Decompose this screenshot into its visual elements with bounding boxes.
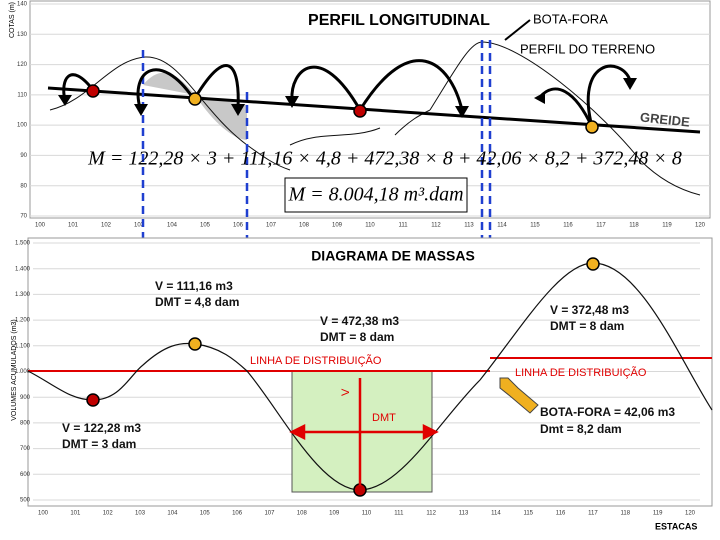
pointer [504,19,531,41]
x-tick-label: 114 [497,223,507,229]
x-tick-label: 105 [200,511,211,517]
points [86,84,599,134]
x-tick-label: 109 [329,511,340,517]
y-tick-label: 700 [20,446,31,452]
annotation: V = 372,48 m3 [550,303,629,317]
x-tick-label: 107 [264,511,275,517]
x-tick-label: 108 [297,511,308,517]
dmt-label: DMT [372,412,396,424]
annotation: DMT = 8 dam [550,319,624,333]
y-tick-label: 120 [17,62,28,68]
x-tick-label: 119 [662,223,672,229]
x-tick-label: 120 [695,223,706,229]
terrain-label: PERFIL DO TERRENO [520,41,655,56]
x-tick-label: 111 [398,223,408,229]
y-tick-label: 130 [17,32,28,38]
top-title: PERFIL LONGITUDINAL [308,12,490,29]
annotation: DMT = 4,8 dam [155,295,239,309]
x-tick-label: 100 [38,511,49,517]
x-tick-label: 112 [431,223,441,229]
x-tick-label: 119 [653,511,663,517]
y-tick-label: 500 [20,498,31,504]
y-tick-label: 800 [20,420,31,426]
x-tick-label: 113 [459,511,469,517]
x-tick-label: 103 [134,223,145,229]
x-tick-label: 118 [629,223,639,229]
x-tick-label: 101 [70,511,81,517]
x-tick-label: 100 [35,223,46,229]
bota-fora-label: BOTA-FORA [533,11,608,26]
annotation: BOTA-FORA = 42,06 m3 [540,405,675,419]
y-tick-label: 1.500 [15,241,31,247]
y-tick-label: 1.100 [15,343,31,349]
arrow-heads [58,78,637,118]
x-tick-label: 104 [167,511,178,517]
annotation: V = 111,16 m3 [155,279,233,293]
y-axis-label: VOLUMES ACUMULADOS (m3) [11,319,18,421]
y-tick-label: 1.300 [15,292,31,298]
x-tick-label: 110 [365,223,375,229]
x-tick-label: 113 [464,223,474,229]
mass-points [86,257,600,497]
distribution-label: LINHA DE DISTRIBUIÇÃO [250,354,382,367]
x-tick-label: 107 [266,223,277,229]
x-tick-label: 101 [68,223,79,229]
x-tick-label: 117 [588,511,598,517]
x-tick-label: 115 [523,511,533,517]
y-tick-label: 80 [20,183,27,189]
greide-label: GREIDE [639,109,690,129]
title-bg [288,247,498,267]
x-tick-label: 102 [103,511,114,517]
y-axis-label: COTAS (m) [9,2,16,38]
x-tick-label: 104 [167,223,178,229]
x-tick-label: 117 [596,223,606,229]
bota-fora-arrow [499,377,539,414]
annotation: DMT = 8 dam [320,330,394,344]
y-tick-label: 900 [20,395,31,401]
x-tick-label: 106 [233,223,244,229]
x-tick-label: 118 [621,511,631,517]
x-tick-label: 109 [332,223,343,229]
x-tick-label: 120 [685,511,696,517]
x-tick-label: 116 [563,223,573,229]
y-tick-label: 100 [17,123,28,129]
y-tick-label: 110 [17,92,27,98]
cut-area [143,72,247,140]
y-tick-label: 1.200 [15,318,31,324]
x-tick-label: 105 [200,223,211,229]
transport-arrows [62,59,632,128]
x-tick-label: 103 [135,511,146,517]
annotation: V = 122,28 m3 [62,421,141,435]
annotation: Dmt = 8,2 dam [540,422,622,436]
x-tick-label: 112 [426,511,436,517]
x-tick-label: 110 [362,511,372,517]
x-axis-label: ESTACAS [655,521,697,531]
y-tick-label: 70 [20,214,27,220]
title-bg [296,9,502,33]
terrain-line [289,109,431,146]
y-tick-label: 90 [20,153,27,159]
annotation: V = 472,38 m3 [320,314,399,328]
y-tick-label: 600 [20,472,31,478]
y-tick-label: 1.000 [15,369,31,375]
x-tick-label: 102 [101,223,112,229]
dmt-arrows [289,378,439,486]
x-tick-label: 111 [394,511,404,517]
x-tick-label: 116 [556,511,566,517]
x-tick-label: 115 [530,223,540,229]
terrain-line [49,41,701,196]
annotation: DMT = 3 dam [62,437,136,451]
y-tick-label: 1.400 [15,266,31,272]
distribution-label: LINHA DE DISTRIBUIÇÃO [515,366,647,379]
bottom-title: DIAGRAMA DE MASSAS [311,248,475,264]
formula-box [284,177,468,213]
formula-result: M = 8.004,18 m³.dam [287,184,463,206]
y-tick-label: 140 [17,2,28,8]
formula: M = 122,28 × 3 + 111,16 × 4,8 + 472,38 ×… [87,148,682,170]
x-tick-label: 108 [299,223,310,229]
x-tick-label: 114 [491,511,501,517]
x-tick-label: 106 [232,511,243,517]
v-label: V [340,388,352,396]
